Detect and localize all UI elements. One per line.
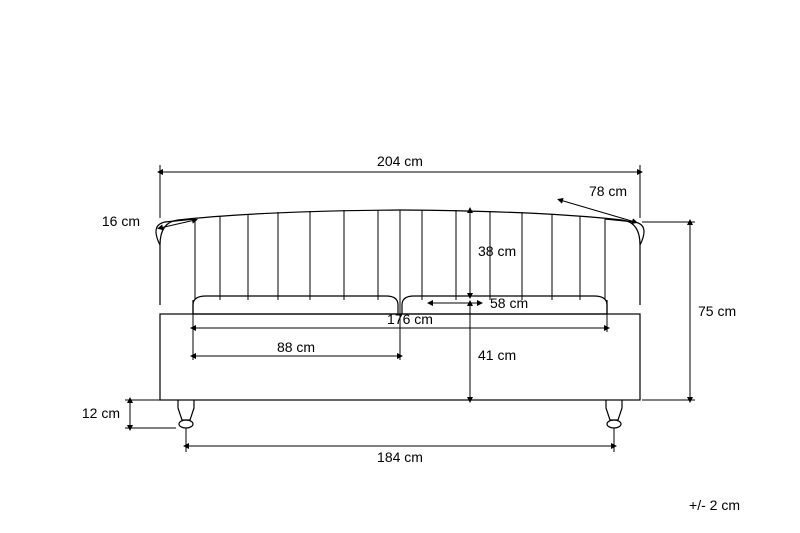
svg-text:88 cm: 88 cm <box>277 339 315 355</box>
dim-total-height: 75 cm <box>642 222 736 400</box>
sofa-dimension-diagram: 204 cm 78 cm 16 cm 38 cm 58 cm 176 cm 88… <box>0 0 800 533</box>
tolerance-note: +/- 2 cm <box>689 497 740 513</box>
dim-seat-height: 41 cm <box>470 303 516 400</box>
sofa-seat-cushion-left <box>193 296 398 314</box>
svg-text:38 cm: 38 cm <box>478 243 516 259</box>
dim-leg-height: 12 cm <box>82 400 176 428</box>
dim-total-width: 204 cm <box>160 153 640 218</box>
dim-half-seat-width: 88 cm <box>193 300 400 360</box>
svg-text:12 cm: 12 cm <box>82 405 120 421</box>
svg-text:184 cm: 184 cm <box>377 449 423 465</box>
dim-arm-width: 16 cm <box>102 213 195 229</box>
svg-text:75 cm: 75 cm <box>698 303 736 319</box>
svg-text:78 cm: 78 cm <box>589 183 627 199</box>
svg-text:58 cm: 58 cm <box>490 295 528 311</box>
svg-text:41 cm: 41 cm <box>478 347 516 363</box>
dim-back-height: 38 cm <box>470 210 516 296</box>
dim-leg-span: 184 cm <box>186 428 614 465</box>
dim-seat-depth: 58 cm <box>430 295 528 311</box>
sofa-back-fluting <box>195 210 605 300</box>
svg-text:16 cm: 16 cm <box>102 213 140 229</box>
svg-text:176 cm: 176 cm <box>387 311 433 327</box>
svg-text:204 cm: 204 cm <box>377 153 423 169</box>
sofa-legs <box>178 400 622 428</box>
